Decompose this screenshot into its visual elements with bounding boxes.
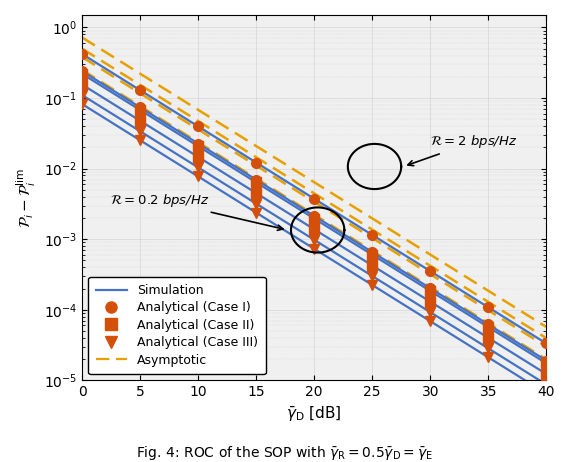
Text: Fig. 4: ROC of the SOP with $\bar{\gamma}_\mathrm{R} = 0.5\bar{\gamma}_\mathrm{D: Fig. 4: ROC of the SOP with $\bar{\gamma… [136,444,434,462]
Y-axis label: $\mathcal{P}_i - \mathcal{P}_i^{\mathrm{lim}}$: $\mathcal{P}_i - \mathcal{P}_i^{\mathrm{… [15,168,38,228]
Text: $\mathcal{R} = 2$ bps/Hz: $\mathcal{R} = 2$ bps/Hz [408,133,518,166]
Text: $\mathcal{R} = 0.2$ bps/Hz: $\mathcal{R} = 0.2$ bps/Hz [110,192,283,231]
X-axis label: $\bar{\gamma}_{\mathrm{D}}$ [dB]: $\bar{\gamma}_{\mathrm{D}}$ [dB] [287,405,342,424]
Legend: Simulation, Analytical (Case I), Analytical (Case II), Analytical (Case III), As: Simulation, Analytical (Case I), Analyti… [88,277,266,374]
